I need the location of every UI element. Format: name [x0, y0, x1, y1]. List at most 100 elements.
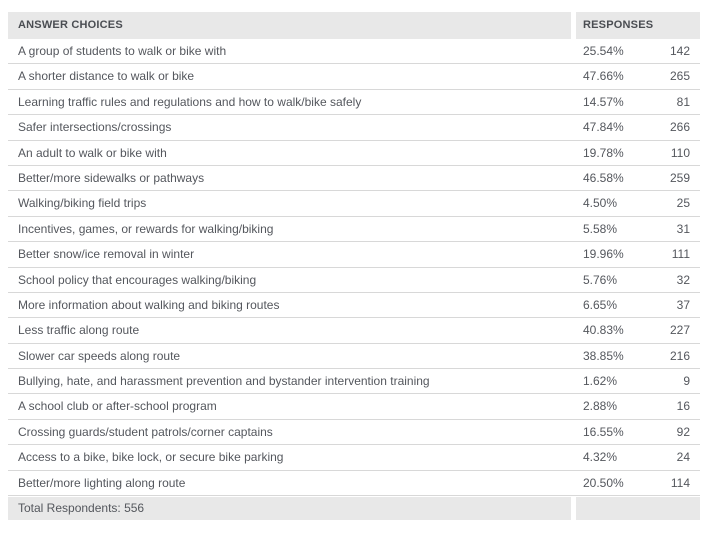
- answer-cell: Access to a bike, bike lock, or secure b…: [18, 450, 284, 465]
- percent-cell: 20.50%: [583, 475, 624, 490]
- count-cell: 266: [669, 120, 690, 135]
- responses-cell: 14.57% 81: [576, 90, 700, 114]
- responses-cell: 1.62% 9: [576, 369, 700, 393]
- responses-cell: 4.32% 24: [576, 445, 700, 469]
- column-gap: [571, 140, 576, 165]
- table-row: A shorter distance to walk or bike 47.66…: [8, 64, 700, 90]
- answer-cell: Slower car speeds along route: [18, 348, 181, 363]
- responses-cell: 5.58% 31: [576, 217, 700, 241]
- answer-cell: Crossing guards/student patrols/corner c…: [18, 424, 273, 439]
- percent-cell: 38.85%: [583, 348, 624, 363]
- answer-cell: Walking/biking field trips: [18, 196, 147, 211]
- answer-cell: A group of students to walk or bike with: [18, 44, 227, 58]
- total-respondents-label: Total Respondents: 556: [8, 497, 571, 521]
- answer-cell: Better/more lighting along route: [18, 475, 186, 490]
- count-cell: 37: [676, 297, 690, 312]
- table-header: ANSWER CHOICES RESPONSES: [8, 12, 700, 39]
- count-cell: 24: [676, 450, 690, 465]
- percent-cell: 25.54%: [583, 44, 624, 58]
- table-row: Crossing guards/student patrols/corner c…: [8, 419, 700, 446]
- percent-cell: 46.58%: [583, 170, 624, 185]
- column-gap: [571, 419, 576, 445]
- column-gap: [571, 343, 576, 369]
- responses-header: RESPONSES: [576, 12, 700, 39]
- column-gap: [571, 242, 576, 267]
- answer-cell: Safer intersections/crossings: [18, 120, 172, 135]
- table-row: Walking/biking field trips 4.50% 25: [8, 191, 700, 217]
- percent-cell: 47.84%: [583, 120, 624, 135]
- answer-cell: Bullying, hate, and harassment preventio…: [18, 374, 430, 389]
- table-row: Learning traffic rules and regulations a…: [8, 89, 700, 116]
- survey-results-table: ANSWER CHOICES RESPONSES A group of stud…: [8, 12, 700, 521]
- count-cell: 216: [669, 348, 690, 363]
- total-row: Total Respondents: 556: [8, 497, 700, 521]
- responses-cell: 47.66% 265: [576, 64, 700, 88]
- column-gap: [571, 497, 576, 521]
- percent-cell: 19.78%: [583, 145, 624, 160]
- table-row: Better snow/ice removal in winter 19.96%…: [8, 242, 700, 268]
- count-cell: 32: [676, 272, 690, 287]
- table-row: Bullying, hate, and harassment preventio…: [8, 369, 700, 395]
- table-row: Safer intersections/crossings 47.84% 266: [8, 115, 700, 141]
- table-row: Access to a bike, bike lock, or secure b…: [8, 445, 700, 471]
- responses-cell: 40.83% 227: [576, 318, 700, 342]
- count-cell: 81: [676, 94, 690, 109]
- answer-cell: An adult to walk or bike with: [18, 145, 167, 160]
- count-cell: 111: [671, 247, 690, 262]
- percent-cell: 14.57%: [583, 94, 624, 109]
- column-gap: [571, 39, 576, 64]
- column-gap: [571, 369, 576, 394]
- count-cell: 110: [670, 145, 690, 160]
- table-body: A group of students to walk or bike with…: [8, 39, 700, 497]
- responses-cell: 20.50% 114: [576, 471, 700, 495]
- column-gap: [571, 165, 576, 191]
- answer-cell: Incentives, games, or rewards for walkin…: [18, 221, 274, 236]
- count-cell: 9: [683, 374, 690, 389]
- responses-cell: 5.76% 32: [576, 268, 700, 292]
- responses-cell: 19.78% 110: [576, 141, 700, 165]
- count-cell: 31: [676, 221, 690, 236]
- percent-cell: 16.55%: [583, 424, 624, 439]
- count-cell: 25: [676, 196, 690, 211]
- column-gap: [571, 445, 576, 470]
- count-cell: 16: [676, 399, 690, 414]
- percent-cell: 47.66%: [583, 69, 624, 84]
- answer-cell: A shorter distance to walk or bike: [18, 69, 195, 84]
- answer-cell: Less traffic along route: [18, 323, 140, 338]
- percent-cell: 4.32%: [583, 450, 618, 465]
- answer-cell: A school club or after-school program: [18, 399, 217, 414]
- count-cell: 227: [669, 323, 690, 338]
- table-row: Slower car speeds along route 38.85% 216: [8, 343, 700, 370]
- count-cell: 92: [676, 424, 690, 439]
- table-row: More information about walking and bikin…: [8, 292, 700, 319]
- answer-cell: Better snow/ice removal in winter: [18, 247, 195, 262]
- responses-cell: 25.54% 142: [576, 39, 700, 63]
- answer-cell: Better/more sidewalks or pathways: [18, 170, 205, 185]
- column-gap: [571, 470, 576, 496]
- count-cell: 142: [669, 44, 690, 58]
- percent-cell: 1.62%: [583, 374, 618, 389]
- answer-cell: Learning traffic rules and regulations a…: [18, 94, 362, 109]
- column-gap: [571, 267, 576, 292]
- table-row: Better/more lighting along route 20.50% …: [8, 470, 700, 497]
- table-row: An adult to walk or bike with 19.78% 110: [8, 140, 700, 166]
- percent-cell: 19.96%: [583, 247, 624, 262]
- table-row: School policy that encourages walking/bi…: [8, 267, 700, 293]
- answer-cell: More information about walking and bikin…: [18, 297, 280, 312]
- percent-cell: 6.65%: [583, 297, 618, 312]
- responses-cell: 6.65% 37: [576, 293, 700, 317]
- table-row: A group of students to walk or bike with…: [8, 39, 700, 65]
- responses-cell: 38.85% 216: [576, 344, 700, 368]
- responses-cell: 16.55% 92: [576, 420, 700, 444]
- column-gap: [571, 394, 576, 419]
- answer-cell: School policy that encourages walking/bi…: [18, 272, 257, 287]
- percent-cell: 2.88%: [583, 399, 618, 414]
- count-cell: 114: [670, 475, 690, 490]
- column-gap: [571, 318, 576, 343]
- responses-cell: 47.84% 266: [576, 115, 700, 139]
- total-responses-cell: [576, 497, 700, 521]
- responses-cell: 46.58% 259: [576, 166, 700, 190]
- column-gap: [571, 115, 576, 140]
- column-gap: [571, 216, 576, 242]
- table-row: Incentives, games, or rewards for walkin…: [8, 216, 700, 243]
